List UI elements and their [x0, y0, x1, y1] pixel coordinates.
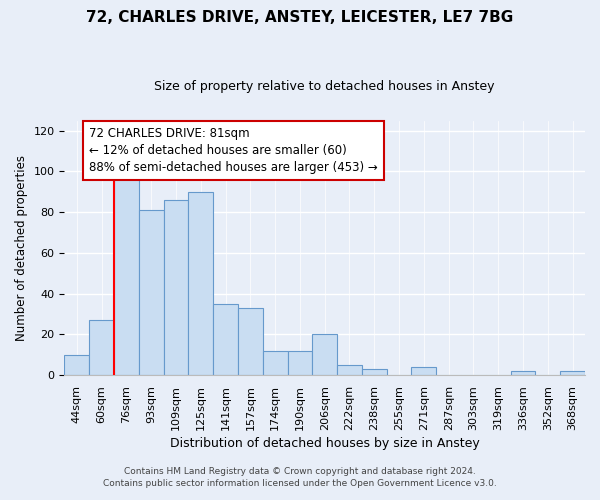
Bar	[213, 304, 238, 375]
Title: Size of property relative to detached houses in Anstey: Size of property relative to detached ho…	[154, 80, 495, 93]
Bar	[511, 371, 535, 375]
Bar	[313, 334, 337, 375]
X-axis label: Distribution of detached houses by size in Anstey: Distribution of detached houses by size …	[170, 437, 479, 450]
Bar	[139, 210, 164, 375]
Bar	[362, 369, 386, 375]
Text: Contains public sector information licensed under the Open Government Licence v3: Contains public sector information licen…	[103, 478, 497, 488]
Bar	[64, 355, 89, 375]
Text: 72 CHARLES DRIVE: 81sqm
← 12% of detached houses are smaller (60)
88% of semi-de: 72 CHARLES DRIVE: 81sqm ← 12% of detache…	[89, 126, 378, 174]
Bar	[287, 351, 313, 375]
Bar	[114, 176, 139, 375]
Bar	[89, 320, 114, 375]
Y-axis label: Number of detached properties: Number of detached properties	[15, 155, 28, 341]
Text: Contains HM Land Registry data © Crown copyright and database right 2024.: Contains HM Land Registry data © Crown c…	[124, 467, 476, 476]
Bar	[238, 308, 263, 375]
Text: 72, CHARLES DRIVE, ANSTEY, LEICESTER, LE7 7BG: 72, CHARLES DRIVE, ANSTEY, LEICESTER, LE…	[86, 10, 514, 25]
Bar	[560, 371, 585, 375]
Bar	[188, 192, 213, 375]
Bar	[263, 351, 287, 375]
Bar	[164, 200, 188, 375]
Bar	[412, 367, 436, 375]
Bar	[337, 365, 362, 375]
